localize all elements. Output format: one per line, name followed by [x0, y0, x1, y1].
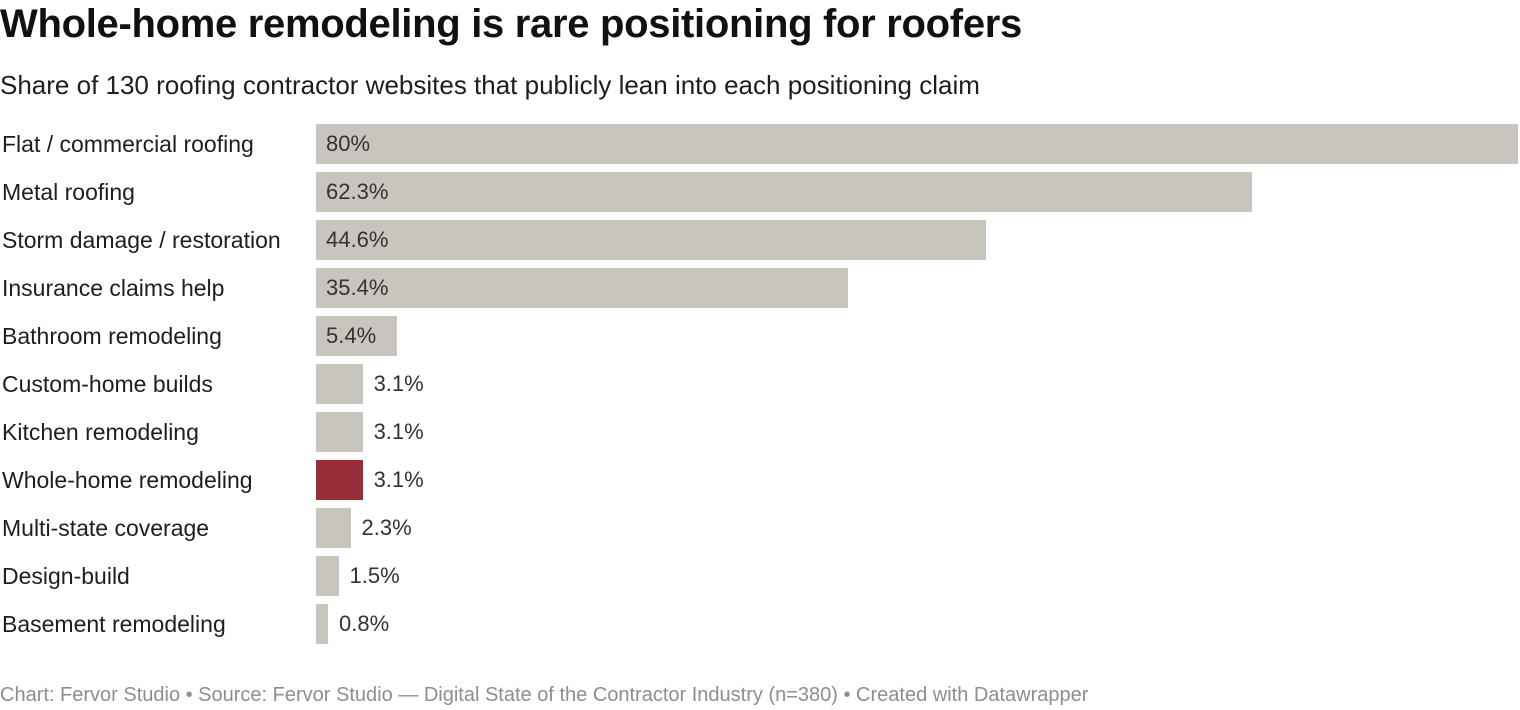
value-label: 80% [326, 131, 371, 156]
bar [316, 604, 329, 644]
bar-row: Design-build 1.5% [0, 552, 1520, 600]
bar [316, 316, 398, 356]
category-label: Multi-state coverage [2, 515, 210, 541]
bar [316, 172, 1253, 212]
category-label: Design-build [2, 563, 130, 589]
category-label: Custom-home builds [2, 371, 213, 397]
value-label: 3.1% [373, 371, 424, 396]
category-label: Basement remodeling [2, 611, 226, 637]
category-label: Kitchen remodeling [2, 419, 199, 445]
bar [316, 268, 848, 308]
category-label: Metal roofing [2, 179, 135, 205]
bar [316, 556, 339, 596]
value-label: 3.1% [373, 419, 424, 444]
bar-row: Flat / commercial roofing 80% [0, 120, 1520, 168]
bar-chart: Flat / commercial roofing 80% Metal roofin… [0, 120, 1520, 650]
value-label: 44.6% [326, 227, 389, 252]
bar-row: Kitchen remodeling 3.1% [0, 408, 1520, 456]
chart-footer: Chart: Fervor Studio • Source: Fervor St… [0, 684, 1089, 706]
value-label: 2.3% [361, 515, 412, 540]
bar [316, 508, 351, 548]
bar [316, 412, 363, 452]
bar-row: Storm damage / restoration 44.6% [0, 216, 1520, 264]
chart-subtitle: Share of 130 roofing contractor websites… [0, 70, 980, 100]
category-label: Storm damage / restoration [2, 227, 281, 253]
value-label: 0.8% [339, 611, 390, 636]
category-label: Flat / commercial roofing [2, 131, 254, 157]
value-label: 62.3% [326, 179, 389, 204]
bar-row: Insurance claims help 35.4% [0, 264, 1520, 312]
bar [316, 220, 987, 260]
bar [316, 124, 1518, 164]
bar [316, 364, 363, 404]
highlighted-bar [316, 460, 363, 500]
category-label: Insurance claims help [2, 275, 225, 301]
bar-row: Custom-home builds 3.1% [0, 360, 1520, 408]
chart-title: Whole-home remodeling is rare positionin… [0, 2, 1022, 46]
bar-row: Basement remodeling 0.8% [0, 600, 1520, 648]
bar-row: Multi-state coverage 2.3% [0, 504, 1520, 552]
bar-row: Metal roofing 62.3% [0, 168, 1520, 216]
value-label: 1.5% [349, 563, 400, 588]
value-label: 3.1% [373, 467, 424, 492]
bar-row: Bathroom remodeling 5.4% [0, 312, 1520, 360]
category-label: Whole-home remodeling [2, 467, 253, 493]
bar-row: Whole-home remodeling 3.1% [0, 456, 1520, 504]
category-label: Bathroom remodeling [2, 323, 222, 349]
value-label: 35.4% [326, 275, 389, 300]
value-label: 5.4% [326, 323, 377, 348]
